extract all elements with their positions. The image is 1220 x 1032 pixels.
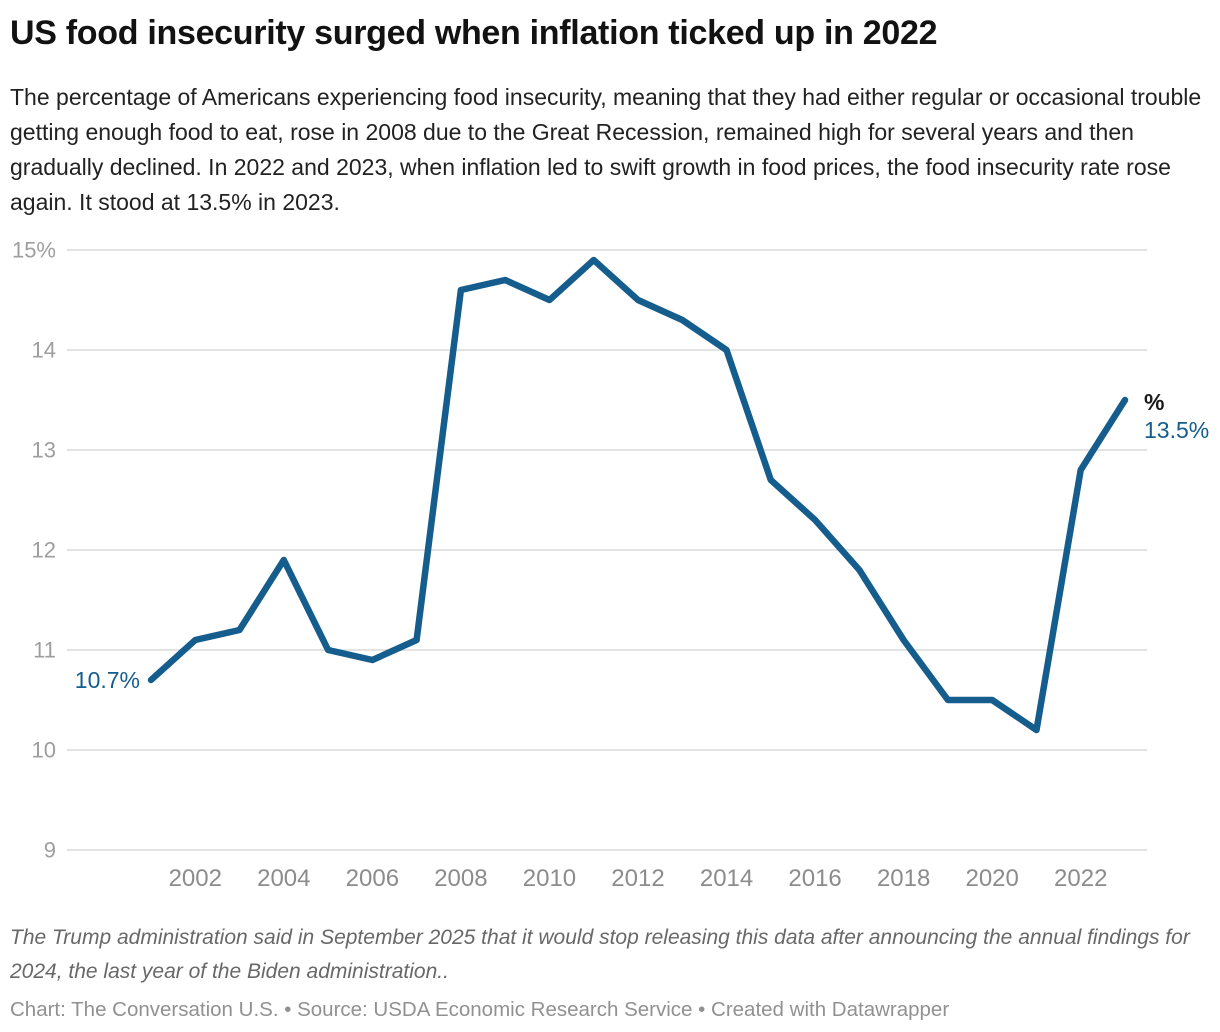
y-axis-tick-label: 15% <box>12 238 56 263</box>
x-axis-tick-label: 2002 <box>169 865 222 892</box>
x-axis-tick-label: 2006 <box>346 865 399 892</box>
y-axis-tick-label: 14 <box>32 338 56 363</box>
x-axis-tick-label: 2020 <box>965 865 1018 892</box>
data-series-line <box>147 256 1129 734</box>
x-axis-tick-label: 2010 <box>523 865 576 892</box>
x-axis-tick-label: 2012 <box>611 865 664 892</box>
end-value-annotation: 13.5% <box>1144 417 1209 443</box>
x-axis-tick-label: 2016 <box>788 865 841 892</box>
line-chart-figure: 15% 14 13 12 11 10 9 2002 2004 2006 2008 2010 2012 20… <box>0 235 1220 901</box>
credit-line: Chart: The Conversation U.S. • Source: U… <box>10 998 950 1021</box>
y-axis-tick-label: 13 <box>32 438 56 463</box>
chart-description: The percentage of Americans experiencing… <box>10 84 1202 215</box>
footnote: The Trump administration said in Septemb… <box>10 926 1190 983</box>
start-value-annotation: 10.7% <box>75 667 140 693</box>
y-axis-tick-label: 9 <box>44 838 56 863</box>
x-axis-tick-label: 2022 <box>1054 865 1107 892</box>
x-axis-tick-label: 2004 <box>257 865 310 892</box>
x-axis-tick-label: 2014 <box>700 865 753 892</box>
x-axis-tick-label: 2008 <box>434 865 487 892</box>
end-unit-annotation: % <box>1144 389 1164 415</box>
line-chart: 15% 14 13 12 11 10 9 2002 2004 2006 2008 2010 2012 20… <box>12 238 1209 893</box>
chart-title: US food insecurity surged when inflation… <box>10 14 938 52</box>
y-axis-tick-label: 10 <box>32 738 56 763</box>
y-axis-tick-label: 11 <box>33 638 56 663</box>
y-axis-tick-label: 12 <box>32 538 56 563</box>
x-axis-tick-label: 2018 <box>877 865 930 892</box>
